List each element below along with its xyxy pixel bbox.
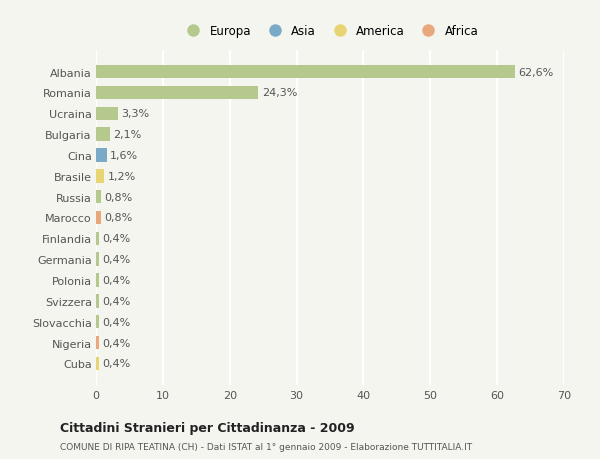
Text: 0,4%: 0,4% (102, 275, 130, 285)
Legend: Europa, Asia, America, Africa: Europa, Asia, America, Africa (179, 23, 481, 40)
Bar (96, 170, 104, 183)
Bar (96, 190, 101, 204)
Text: 1,6%: 1,6% (110, 151, 138, 161)
Bar (96, 211, 101, 225)
Text: 62,6%: 62,6% (518, 67, 553, 78)
Text: 0,4%: 0,4% (102, 317, 130, 327)
Text: 0,8%: 0,8% (104, 192, 133, 202)
Bar (96, 357, 98, 370)
Text: 1,2%: 1,2% (107, 172, 136, 181)
Bar (96, 66, 515, 79)
Bar (96, 86, 259, 100)
Text: 0,4%: 0,4% (102, 338, 130, 348)
Bar (96, 107, 118, 121)
Text: 0,4%: 0,4% (102, 234, 130, 244)
Bar (96, 149, 107, 162)
Bar (96, 294, 98, 308)
Text: COMUNE DI RIPA TEATINA (CH) - Dati ISTAT al 1° gennaio 2009 - Elaborazione TUTTI: COMUNE DI RIPA TEATINA (CH) - Dati ISTAT… (60, 442, 472, 451)
Text: 0,4%: 0,4% (102, 296, 130, 306)
Text: 2,1%: 2,1% (113, 130, 142, 140)
Bar (96, 232, 98, 246)
Text: 0,4%: 0,4% (102, 255, 130, 264)
Text: Cittadini Stranieri per Cittadinanza - 2009: Cittadini Stranieri per Cittadinanza - 2… (60, 421, 355, 434)
Bar (96, 336, 98, 350)
Bar (96, 253, 98, 266)
Bar (96, 315, 98, 329)
Text: 3,3%: 3,3% (121, 109, 149, 119)
Text: 0,4%: 0,4% (102, 358, 130, 369)
Text: 24,3%: 24,3% (262, 88, 297, 98)
Text: 0,8%: 0,8% (104, 213, 133, 223)
Bar (96, 128, 110, 142)
Bar (96, 274, 98, 287)
